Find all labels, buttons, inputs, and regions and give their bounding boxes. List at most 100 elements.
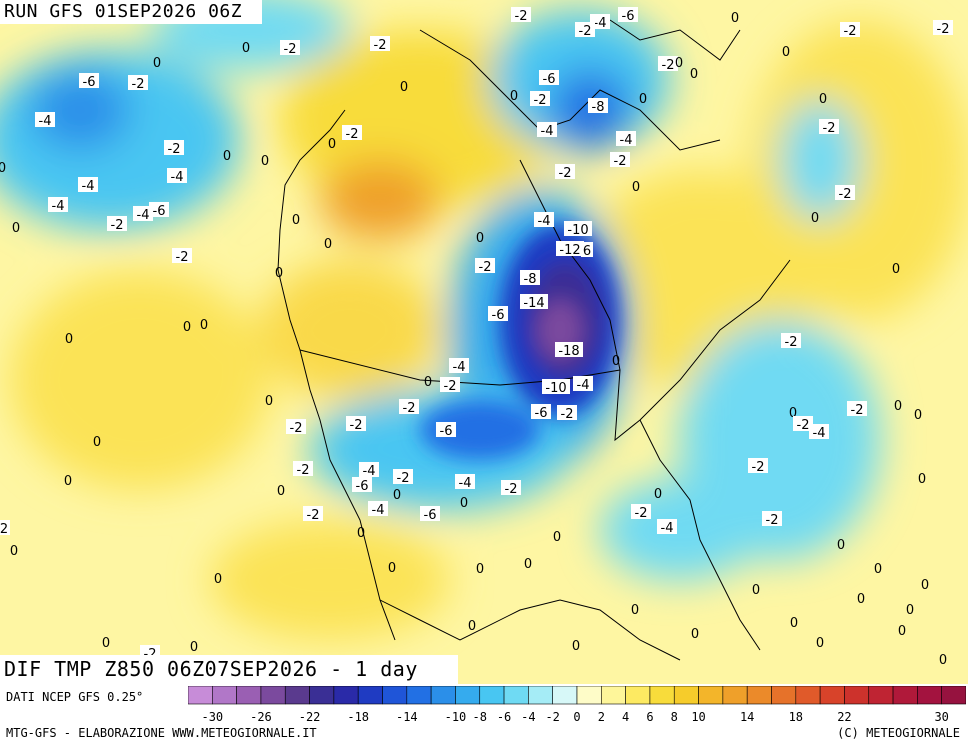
colorbar-tick-label: -14 xyxy=(395,710,418,724)
svg-text:6: 6 xyxy=(583,244,591,259)
contour-label: -10 xyxy=(542,379,570,396)
contour-label: -4 xyxy=(809,424,829,441)
svg-text:0: 0 xyxy=(277,484,285,499)
colorbar-swatch xyxy=(576,685,602,705)
contour-label: 0 xyxy=(789,406,797,421)
contour-label: -6 xyxy=(420,506,440,523)
contour-label: 0 xyxy=(857,592,865,607)
svg-text:-18: -18 xyxy=(558,344,579,359)
contour-label: 0 xyxy=(0,161,6,176)
svg-text:0: 0 xyxy=(510,89,518,104)
contour-label: 0 xyxy=(277,484,285,499)
contour-label: -4 xyxy=(616,131,636,148)
svg-text:0: 0 xyxy=(857,592,865,607)
colorbar-swatch xyxy=(236,685,262,705)
contour-label: -2 xyxy=(557,405,577,422)
contour-label: -2 xyxy=(286,419,306,436)
svg-text:0: 0 xyxy=(183,320,191,335)
svg-text:0: 0 xyxy=(460,496,468,511)
svg-text:-2: -2 xyxy=(168,142,181,157)
svg-text:0: 0 xyxy=(393,488,401,503)
svg-text:0: 0 xyxy=(675,56,683,71)
contour-label: 0 xyxy=(816,636,824,651)
contour-label: 0 xyxy=(837,538,845,553)
contour-label: -6 xyxy=(488,306,508,323)
colorbar-swatch xyxy=(819,685,845,705)
svg-text:-4: -4 xyxy=(363,464,376,479)
svg-text:0: 0 xyxy=(918,472,926,487)
contour-label: 0 xyxy=(898,624,906,639)
colorbar-swatch xyxy=(941,685,967,705)
svg-text:0: 0 xyxy=(328,137,336,152)
footer: DATI NCEP GFS 0.25° -30 -26 -22 -18 -14 -10 -8… xyxy=(0,684,968,745)
svg-text:0: 0 xyxy=(906,603,914,618)
svg-text:-4: -4 xyxy=(372,503,385,518)
svg-text:0: 0 xyxy=(811,211,819,226)
contour-label: 0 xyxy=(223,149,231,164)
contour-label: -2 xyxy=(610,152,630,169)
contour-label: 0 xyxy=(524,557,532,572)
svg-text:0: 0 xyxy=(468,619,476,634)
svg-text:2: 2 xyxy=(0,522,8,537)
contour-label: -14 xyxy=(520,294,548,311)
svg-text:0: 0 xyxy=(898,624,906,639)
contour-label: -2 xyxy=(819,119,839,136)
credit-left: MTG-GFS - ELABORAZIONE WWW.METEOGIORNALE… xyxy=(6,726,317,740)
svg-text:0: 0 xyxy=(921,578,929,593)
contour-label: -4 xyxy=(534,212,554,229)
contour-label: 0 xyxy=(64,474,72,489)
svg-text:0: 0 xyxy=(200,318,208,333)
svg-text:-2: -2 xyxy=(752,460,765,475)
svg-text:-4: -4 xyxy=(137,208,150,223)
svg-text:0: 0 xyxy=(153,56,161,71)
svg-text:-12: -12 xyxy=(559,243,580,258)
svg-text:-6: -6 xyxy=(356,479,369,494)
svg-text:-2: -2 xyxy=(534,93,547,108)
colorbar-tick-label: 10 xyxy=(691,710,706,724)
contour-label: -4 xyxy=(48,197,68,214)
svg-text:-6: -6 xyxy=(440,424,453,439)
contour-label: 0 xyxy=(393,488,401,503)
svg-text:-2: -2 xyxy=(844,24,857,39)
svg-text:0: 0 xyxy=(93,435,101,450)
contour-label: -2 xyxy=(107,216,127,233)
contour-label: 0 xyxy=(328,137,336,152)
svg-text:0: 0 xyxy=(790,616,798,631)
svg-text:-2: -2 xyxy=(350,418,363,433)
svg-text:-2: -2 xyxy=(132,77,145,92)
colorbar-tick-label: 22 xyxy=(837,710,852,724)
run-label: RUN GFS 01SEP2026 06Z xyxy=(0,0,262,24)
contour-label: -2 xyxy=(781,333,801,350)
svg-text:0: 0 xyxy=(388,561,396,576)
contour-label: 0 xyxy=(675,56,683,71)
colorbar-tick-label: 0 xyxy=(573,710,581,724)
svg-text:-2: -2 xyxy=(851,403,864,418)
svg-text:-10: -10 xyxy=(545,381,566,396)
contour-label: 0 xyxy=(612,354,620,369)
svg-text:0: 0 xyxy=(275,266,283,281)
contour-label: -2 xyxy=(303,506,323,523)
svg-text:0: 0 xyxy=(914,408,922,423)
svg-text:0: 0 xyxy=(892,262,900,277)
colorbar-swatch xyxy=(430,685,456,705)
svg-text:0: 0 xyxy=(476,562,484,577)
contour-label: -2 xyxy=(164,140,184,157)
contour-label: 0 xyxy=(183,320,191,335)
contour-label: 0 xyxy=(65,332,73,347)
contour-label: -2 xyxy=(835,185,855,202)
colorbar-tick-label: 8 xyxy=(670,710,678,724)
contour-label: -4 xyxy=(449,358,469,375)
svg-text:0: 0 xyxy=(476,231,484,246)
contour-label: 0 xyxy=(10,544,18,559)
contour-label: 0 xyxy=(819,92,827,107)
contour-label: 0 xyxy=(918,472,926,487)
contour-label: -4 xyxy=(78,177,98,194)
contour-label: -6 xyxy=(539,70,559,87)
colorbar-tick-label: -6 xyxy=(496,710,512,724)
svg-text:0: 0 xyxy=(874,562,882,577)
contour-labels: -2 -6-4-20-2 -2-20 -20-6 -2-2 000-600 -2 0-80-4… xyxy=(0,7,953,668)
svg-text:0: 0 xyxy=(782,45,790,60)
svg-text:0: 0 xyxy=(752,583,760,598)
contour-label: -10 xyxy=(564,221,592,238)
svg-text:0: 0 xyxy=(10,544,18,559)
